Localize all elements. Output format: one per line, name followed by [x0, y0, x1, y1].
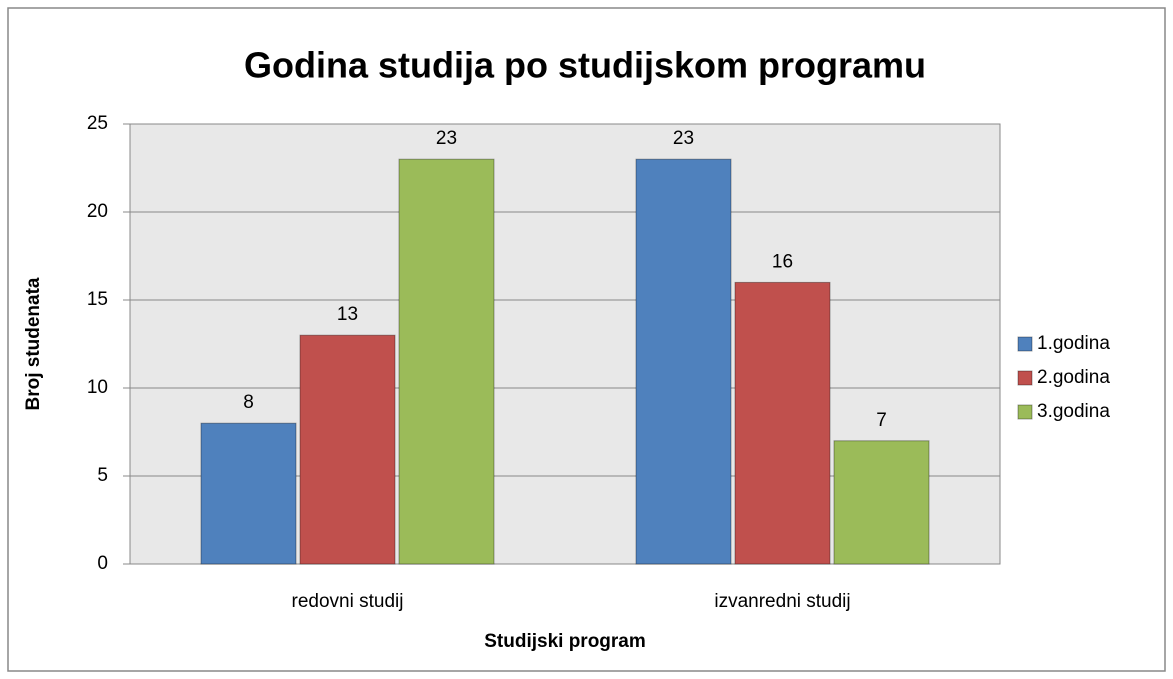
y-tick-label: 25 — [87, 113, 108, 134]
bar — [299, 334, 396, 565]
legend-label: 3.godina — [1037, 401, 1110, 422]
data-label: 13 — [337, 304, 358, 325]
data-label: 23 — [673, 128, 694, 149]
bar — [833, 440, 930, 565]
chart-title: Godina studija po studijskom programu — [244, 45, 926, 86]
legend-label: 2.godina — [1037, 367, 1110, 388]
bar — [734, 281, 831, 565]
x-axis-title: Studijski program — [484, 631, 646, 652]
y-tick-label: 10 — [87, 377, 108, 398]
y-tick-label: 0 — [97, 553, 108, 574]
legend-swatch — [1017, 404, 1033, 420]
x-tick-label: redovni studij — [292, 591, 404, 612]
bar — [200, 422, 297, 565]
legend-swatch — [1017, 336, 1033, 352]
bar — [635, 158, 732, 565]
y-axis-title: Broj studenata — [23, 277, 44, 410]
legend-swatch — [1017, 370, 1033, 386]
data-label: 7 — [876, 410, 887, 431]
data-label: 16 — [772, 251, 793, 272]
y-tick-label: 5 — [97, 465, 108, 486]
y-tick-label: 20 — [87, 201, 108, 222]
x-tick-label: izvanredni studij — [714, 591, 850, 612]
data-label: 8 — [243, 392, 254, 413]
bar — [398, 158, 495, 565]
y-tick-label: 15 — [87, 289, 108, 310]
legend-label: 1.godina — [1037, 333, 1110, 354]
data-label: 23 — [436, 128, 457, 149]
